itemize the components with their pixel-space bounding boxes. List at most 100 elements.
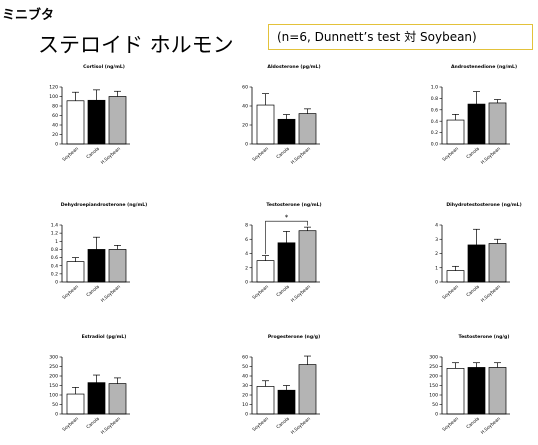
x-tick-label: H.Soybean: [480, 416, 502, 436]
x-tick-label: H.Soybean: [480, 284, 502, 304]
y-tick-label: 200: [49, 374, 58, 380]
y-tick-label: 20: [52, 132, 58, 138]
chart-title: Cortisol (ng/mL): [83, 64, 125, 70]
y-tick-label: 200: [429, 374, 438, 380]
bar-canola: [277, 118, 296, 145]
bar-soybean: [66, 261, 85, 283]
x-tick-label: H.Soybean: [290, 284, 312, 304]
x-tick-label: H.Soybean: [290, 146, 312, 166]
x-tick-label: Canola: [465, 284, 481, 299]
bar-hsoybean: [488, 243, 507, 283]
bar-canola: [467, 367, 486, 415]
y-tick-label: 1.0: [431, 85, 438, 91]
y-tick-label: 300: [49, 355, 58, 361]
y-tick-label: 40: [242, 104, 248, 110]
y-tick-label: 60: [242, 355, 248, 361]
y-tick-label: 80: [52, 104, 58, 110]
chart-title: Androstenedione (ng/mL): [451, 64, 517, 70]
chart-progesterone: Progesterone (ng/g) 0 10 20 30 40 50 60 Soybean C…: [242, 334, 320, 436]
subject-label: ミニブタ: [2, 8, 55, 23]
chart-title: Progesterone (ng/g): [268, 334, 320, 340]
bar-soybean: [66, 100, 85, 145]
y-tick-label: 0: [435, 280, 438, 286]
statistics-note: (n=6, Dunnett’s test 対 Soybean): [268, 24, 533, 50]
y-tick-label: 0.4: [51, 263, 58, 269]
y-tick-label: 0.2: [51, 271, 58, 277]
bar-hsoybean: [108, 96, 127, 145]
chart-aldosterone: Aldosterone (pg/mL) 0 20 40 60 Soybean Canola H…: [242, 64, 320, 166]
y-tick-label: 150: [429, 383, 438, 389]
chart-cortisol: Cortisol (ng/mL) 0 20 40 60 80 100 120 Soybean Ca…: [49, 64, 130, 166]
page-title: ステロイド ホルモン: [38, 33, 234, 57]
bar-soybean: [256, 260, 275, 283]
x-tick-label: Canola: [85, 416, 101, 431]
y-tick-label: 50: [52, 402, 58, 408]
chart-title: Testosterone (ng/g): [459, 334, 510, 340]
y-tick-label: 2: [245, 265, 248, 271]
bar-hsoybean: [298, 230, 317, 283]
x-tick-label: Canola: [85, 146, 101, 161]
y-tick-label: 3: [435, 237, 438, 243]
x-tick-label: Canola: [275, 416, 291, 431]
x-tick-label: Canola: [465, 146, 481, 161]
y-tick-label: 0: [245, 412, 248, 418]
bar-soybean: [446, 270, 465, 283]
bar-hsoybean: [298, 113, 317, 145]
y-tick-label: 60: [242, 85, 248, 91]
y-tick-label: 0: [435, 412, 438, 418]
chart-title: Dehydroepiandrosterone (ng/mL): [61, 202, 148, 208]
chart-dihydrotestosterone: Dihydrotestosterone (ng/mL) 0 1 2 3 4 Soybean C…: [435, 202, 522, 304]
x-tick-label: H.Soybean: [100, 146, 122, 166]
x-tick-label: H.Soybean: [100, 284, 122, 304]
y-tick-label: 0: [245, 142, 248, 148]
y-tick-label: 120: [49, 85, 58, 91]
x-tick-label: Soybean: [441, 146, 460, 163]
x-tick-label: Soybean: [61, 146, 80, 163]
y-tick-label: 300: [429, 355, 438, 361]
chart-dehydroepiandrosterone: Dehydroepiandrosterone (ng/mL) 0 0.2 0.4 0.6…: [51, 202, 148, 304]
bar-canola: [277, 389, 296, 415]
x-tick-label: H.Soybean: [100, 416, 122, 436]
x-tick-label: Soybean: [441, 416, 460, 433]
y-tick-label: 100: [429, 393, 438, 399]
y-tick-label: 0: [55, 280, 58, 286]
bar-canola: [277, 242, 296, 283]
y-tick-label: 4: [245, 251, 248, 257]
bar-soybean: [446, 119, 465, 145]
chart-testosterone-serum: Testosterone (ng/mL) 0 2 4 6 8 Soybean Canola H.…: [245, 202, 322, 304]
y-tick-label: 50: [432, 402, 438, 408]
y-tick-label: 0: [55, 142, 58, 148]
bar-hsoybean: [488, 367, 507, 415]
y-tick-label: 0.2: [431, 130, 438, 136]
y-tick-label: 0.8: [51, 247, 58, 253]
y-tick-label: 8: [245, 223, 248, 229]
y-tick-label: 0.4: [431, 119, 438, 125]
x-tick-label: Soybean: [251, 146, 270, 163]
x-tick-label: Soybean: [251, 416, 270, 433]
bar-hsoybean: [488, 102, 507, 145]
chart-androstenedione: Androstenedione (ng/mL) 0.0 0.2 0.4 0.6 0.8 1.…: [431, 64, 517, 166]
y-tick-label: 40: [242, 374, 248, 380]
y-tick-label: 0: [55, 412, 58, 418]
y-tick-label: 1: [55, 239, 58, 245]
y-tick-label: 1: [435, 265, 438, 271]
y-tick-label: 0.6: [51, 255, 58, 261]
y-tick-label: 20: [242, 393, 248, 399]
chart-testosterone-tissue: Testosterone (ng/g) 0 50 100 150 200 250 300 Soy…: [429, 334, 510, 436]
bar-hsoybean: [108, 383, 127, 415]
bar-soybean: [446, 368, 465, 415]
y-tick-label: 250: [49, 364, 58, 370]
chart-title: Dihydrotestosterone (ng/mL): [446, 202, 521, 208]
x-tick-label: Soybean: [441, 284, 460, 301]
y-tick-label: 150: [49, 383, 58, 389]
chart-title: Testosterone (ng/mL): [266, 202, 321, 208]
y-tick-label: 10: [242, 402, 248, 408]
y-tick-label: 1.2: [51, 231, 58, 237]
x-tick-label: H.Soybean: [290, 416, 312, 436]
bar-soybean: [256, 104, 275, 145]
bar-soybean: [256, 386, 275, 415]
chart-estradiol: Estradiol (pg/mL) 0 50 100 150 200 250 300 Soybe…: [49, 334, 130, 436]
x-tick-label: Canola: [275, 284, 291, 299]
y-tick-label: 6: [245, 237, 248, 243]
y-tick-label: 2: [435, 251, 438, 257]
